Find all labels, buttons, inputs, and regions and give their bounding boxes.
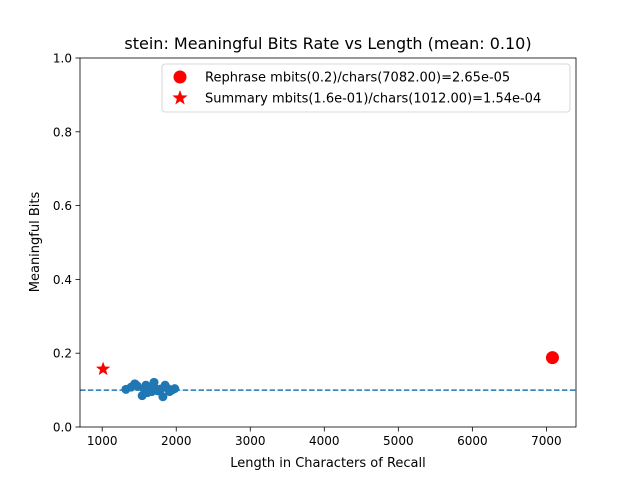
legend-label: Rephrase mbits(0.2)/chars(7082.00)=2.65e…: [205, 71, 510, 86]
star-icon: [172, 90, 188, 105]
x-tick-label: 6000: [457, 434, 488, 448]
summary-point: [95, 361, 111, 376]
y-tick-label: 0.6: [53, 199, 72, 213]
legend: Rephrase mbits(0.2)/chars(7082.00)=2.65e…: [161, 63, 571, 113]
x-tick-label: 2000: [161, 434, 192, 448]
x-tick-label: 3000: [235, 434, 266, 448]
x-tick-label: 7000: [531, 434, 562, 448]
data-point: [170, 384, 180, 394]
x-tick-label: 1000: [87, 434, 118, 448]
x-axis-label: Length in Characters of Recall: [230, 456, 426, 471]
y-tick-label: 0.2: [53, 347, 72, 361]
data-point: [132, 381, 142, 391]
circle-icon: [173, 70, 187, 84]
chart-title: stein: Meaningful Bits Rate vs Length (m…: [124, 34, 531, 53]
x-tick-label: 4000: [309, 434, 340, 448]
x-tick-label: 5000: [383, 434, 414, 448]
y-tick-label: 1.0: [53, 52, 72, 66]
y-tick-label: 0.0: [53, 421, 72, 435]
legend-label: Summary mbits(1.6e-01)/chars(1012.00)=1.…: [205, 92, 541, 107]
data-point: [158, 392, 168, 402]
y-tick-label: 0.4: [53, 273, 72, 287]
axes-frame: [79, 57, 577, 428]
y-axis-label: Meaningful Bits: [28, 192, 43, 293]
plot-area: 1000 2000 3000 4000 5000 6000 7000 0.0 0.2 0.4 0.6…: [53, 52, 577, 448]
y-tick-label: 0.8: [53, 125, 72, 139]
rephrase-point: [545, 351, 559, 365]
legend-box: [161, 63, 571, 113]
